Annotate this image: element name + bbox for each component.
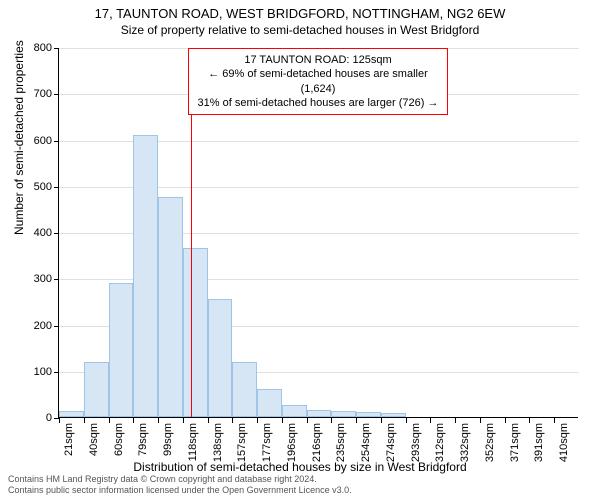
ytick-mark bbox=[54, 326, 59, 327]
title-subtitle: Size of property relative to semi-detach… bbox=[0, 23, 600, 37]
xtick-mark bbox=[505, 418, 506, 423]
xtick-label: 274sqm bbox=[385, 423, 397, 462]
histogram-bar bbox=[158, 197, 183, 417]
xtick-label: 118sqm bbox=[187, 423, 199, 461]
xtick-mark bbox=[133, 418, 134, 423]
ytick-label: 300 bbox=[22, 273, 52, 285]
xtick-mark bbox=[381, 418, 382, 423]
ytick-label: 0 bbox=[22, 412, 52, 424]
xtick-label: 312sqm bbox=[434, 423, 446, 462]
xtick-label: 235sqm bbox=[335, 423, 347, 462]
info-line-smaller: ← 69% of semi-detached houses are smalle… bbox=[197, 67, 439, 96]
xtick-mark bbox=[356, 418, 357, 423]
xtick-label: 293sqm bbox=[410, 423, 422, 462]
xtick-mark bbox=[257, 418, 258, 423]
xtick-mark bbox=[455, 418, 456, 423]
histogram-bar bbox=[109, 283, 134, 417]
xtick-label: 99sqm bbox=[162, 423, 174, 456]
xtick-mark bbox=[232, 418, 233, 423]
histogram-bar bbox=[381, 413, 406, 417]
histogram-bar bbox=[133, 135, 158, 417]
xtick-mark bbox=[183, 418, 184, 423]
footer-attribution: Contains HM Land Registry data © Crown c… bbox=[8, 474, 352, 496]
footer-line1: Contains HM Land Registry data © Crown c… bbox=[8, 474, 352, 485]
histogram-bar bbox=[282, 405, 307, 417]
xtick-label: 138sqm bbox=[212, 423, 224, 462]
info-line-larger: 31% of semi-detached houses are larger (… bbox=[197, 96, 439, 110]
info-line-property: 17 TAUNTON ROAD: 125sqm bbox=[197, 53, 439, 67]
ytick-label: 400 bbox=[22, 227, 52, 239]
histogram-bar bbox=[208, 299, 233, 417]
histogram-bar bbox=[257, 389, 282, 417]
ytick-mark bbox=[54, 279, 59, 280]
xtick-label: 21sqm bbox=[63, 423, 75, 456]
footer-line2: Contains public sector information licen… bbox=[8, 485, 352, 496]
xtick-mark bbox=[109, 418, 110, 423]
xtick-label: 157sqm bbox=[236, 423, 248, 462]
xtick-mark bbox=[307, 418, 308, 423]
ytick-mark bbox=[54, 48, 59, 49]
xtick-mark bbox=[554, 418, 555, 423]
x-axis-label: Distribution of semi-detached houses by … bbox=[0, 460, 600, 474]
ytick-mark bbox=[54, 141, 59, 142]
xtick-label: 40sqm bbox=[88, 423, 100, 456]
ytick-mark bbox=[54, 187, 59, 188]
histogram-bar bbox=[84, 362, 109, 418]
xtick-mark bbox=[282, 418, 283, 423]
xtick-label: 196sqm bbox=[286, 423, 298, 462]
xtick-label: 254sqm bbox=[360, 423, 372, 462]
ytick-label: 200 bbox=[22, 320, 52, 332]
xtick-mark bbox=[430, 418, 431, 423]
xtick-mark bbox=[59, 418, 60, 423]
xtick-label: 391sqm bbox=[533, 423, 545, 462]
histogram-bar bbox=[331, 411, 356, 417]
xtick-mark bbox=[480, 418, 481, 423]
ytick-mark bbox=[54, 94, 59, 95]
xtick-mark bbox=[158, 418, 159, 423]
xtick-label: 352sqm bbox=[484, 423, 496, 462]
title-address: 17, TAUNTON ROAD, WEST BRIDGFORD, NOTTIN… bbox=[0, 6, 600, 21]
ytick-label: 600 bbox=[22, 135, 52, 147]
histogram-bar bbox=[59, 411, 84, 417]
xtick-mark bbox=[84, 418, 85, 423]
histogram-bar bbox=[356, 412, 381, 417]
title-block: 17, TAUNTON ROAD, WEST BRIDGFORD, NOTTIN… bbox=[0, 0, 600, 37]
histogram-bar bbox=[232, 362, 257, 418]
xtick-label: 177sqm bbox=[261, 423, 273, 462]
ytick-mark bbox=[54, 233, 59, 234]
ytick-label: 700 bbox=[22, 88, 52, 100]
xtick-mark bbox=[529, 418, 530, 423]
xtick-label: 371sqm bbox=[509, 423, 521, 462]
xtick-label: 332sqm bbox=[459, 423, 471, 462]
xtick-mark bbox=[331, 418, 332, 423]
info-box: 17 TAUNTON ROAD: 125sqm ← 69% of semi-de… bbox=[188, 48, 448, 115]
xtick-mark bbox=[208, 418, 209, 423]
plot-outer: 010020030040050060070080021sqm40sqm60sqm… bbox=[58, 48, 578, 418]
xtick-mark bbox=[406, 418, 407, 423]
xtick-label: 410sqm bbox=[558, 423, 570, 462]
histogram-bar bbox=[183, 248, 208, 417]
xtick-label: 60sqm bbox=[113, 423, 125, 456]
ytick-mark bbox=[54, 372, 59, 373]
xtick-label: 216sqm bbox=[311, 423, 323, 462]
ytick-label: 800 bbox=[22, 42, 52, 54]
chart-container: 17, TAUNTON ROAD, WEST BRIDGFORD, NOTTIN… bbox=[0, 0, 600, 500]
histogram-bar bbox=[307, 410, 332, 417]
ytick-label: 500 bbox=[22, 181, 52, 193]
ytick-label: 100 bbox=[22, 366, 52, 378]
xtick-label: 79sqm bbox=[137, 423, 149, 456]
